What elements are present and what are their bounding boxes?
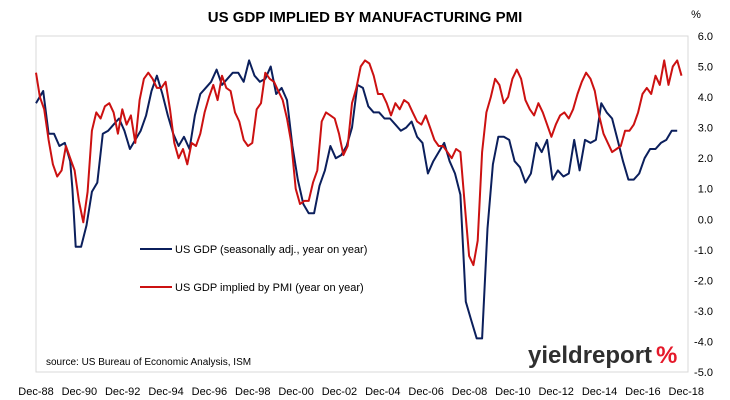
y-tick-label: -3.0 <box>694 306 713 318</box>
x-axis-ticks: Dec-88 Dec-90 Dec-92 Dec-94 Dec-96 Dec-98 Dec-… <box>18 386 704 398</box>
x-tick-label: Dec-12 <box>538 386 573 398</box>
y-tick-label: -1.0 <box>694 245 713 257</box>
x-tick-label: Dec-96 <box>192 386 227 398</box>
x-tick-label: Dec-02 <box>322 386 357 398</box>
chart-title: US GDP IMPLIED BY MANUFACTURING PMI <box>208 9 522 26</box>
x-tick-label: Dec-00 <box>278 386 313 398</box>
logo-wordmark: yieldreport <box>528 342 652 369</box>
legend-label-gdp: US GDP (seasonally adj., year on year) <box>175 244 367 256</box>
y-tick-label: 2.0 <box>698 153 713 165</box>
y-axis-unit-label: % <box>691 9 701 21</box>
legend-label-pmi: US GDP implied by PMI (year on year) <box>175 282 364 294</box>
y-tick-label: 4.0 <box>698 92 713 104</box>
y-tick-label: 0.0 <box>698 214 713 226</box>
series-group <box>35 59 683 340</box>
y-tick-label: -2.0 <box>694 275 713 287</box>
x-tick-label: Dec-88 <box>18 386 53 398</box>
legend-entry-pmi: US GDP implied by PMI (year on year) <box>140 282 364 294</box>
legend-entry-gdp: US GDP (seasonally adj., year on year) <box>140 244 367 256</box>
x-tick-label: Dec-16 <box>625 386 660 398</box>
x-tick-label: Dec-06 <box>408 386 443 398</box>
x-tick-label: Dec-08 <box>452 386 487 398</box>
y-tick-label: 1.0 <box>698 184 713 196</box>
yieldreport-logo: yieldreport % <box>528 342 677 369</box>
y-tick-label: 6.0 <box>698 31 713 43</box>
x-tick-label: Dec-94 <box>148 386 183 398</box>
x-tick-label: Dec-04 <box>365 386 400 398</box>
series-line-us-gdp-implied-by-pmi <box>35 59 683 267</box>
plot-area <box>35 35 689 373</box>
source-note: source: US Bureau of Economic Analysis, … <box>46 357 251 368</box>
y-tick-label: 5.0 <box>698 62 713 74</box>
y-tick-label: 3.0 <box>698 123 713 135</box>
x-tick-label: Dec-90 <box>62 386 97 398</box>
series-line-us-gdp <box>35 59 678 340</box>
x-tick-label: Dec-14 <box>582 386 617 398</box>
y-axis-ticks: 6.0 5.0 4.0 3.0 2.0 1.0 0.0 -1.0 -2.0 -3.0 -4.0 -5.… <box>694 31 713 379</box>
x-tick-label: Dec-98 <box>235 386 270 398</box>
x-tick-label: Dec-10 <box>495 386 530 398</box>
x-tick-label: Dec-92 <box>105 386 140 398</box>
legend: US GDP (seasonally adj., year on year) U… <box>140 244 367 294</box>
y-tick-label: -4.0 <box>694 336 713 348</box>
y-tick-label: -5.0 <box>694 367 713 379</box>
logo-percent-symbol: % <box>656 342 677 369</box>
x-tick-label: Dec-18 <box>669 386 704 398</box>
